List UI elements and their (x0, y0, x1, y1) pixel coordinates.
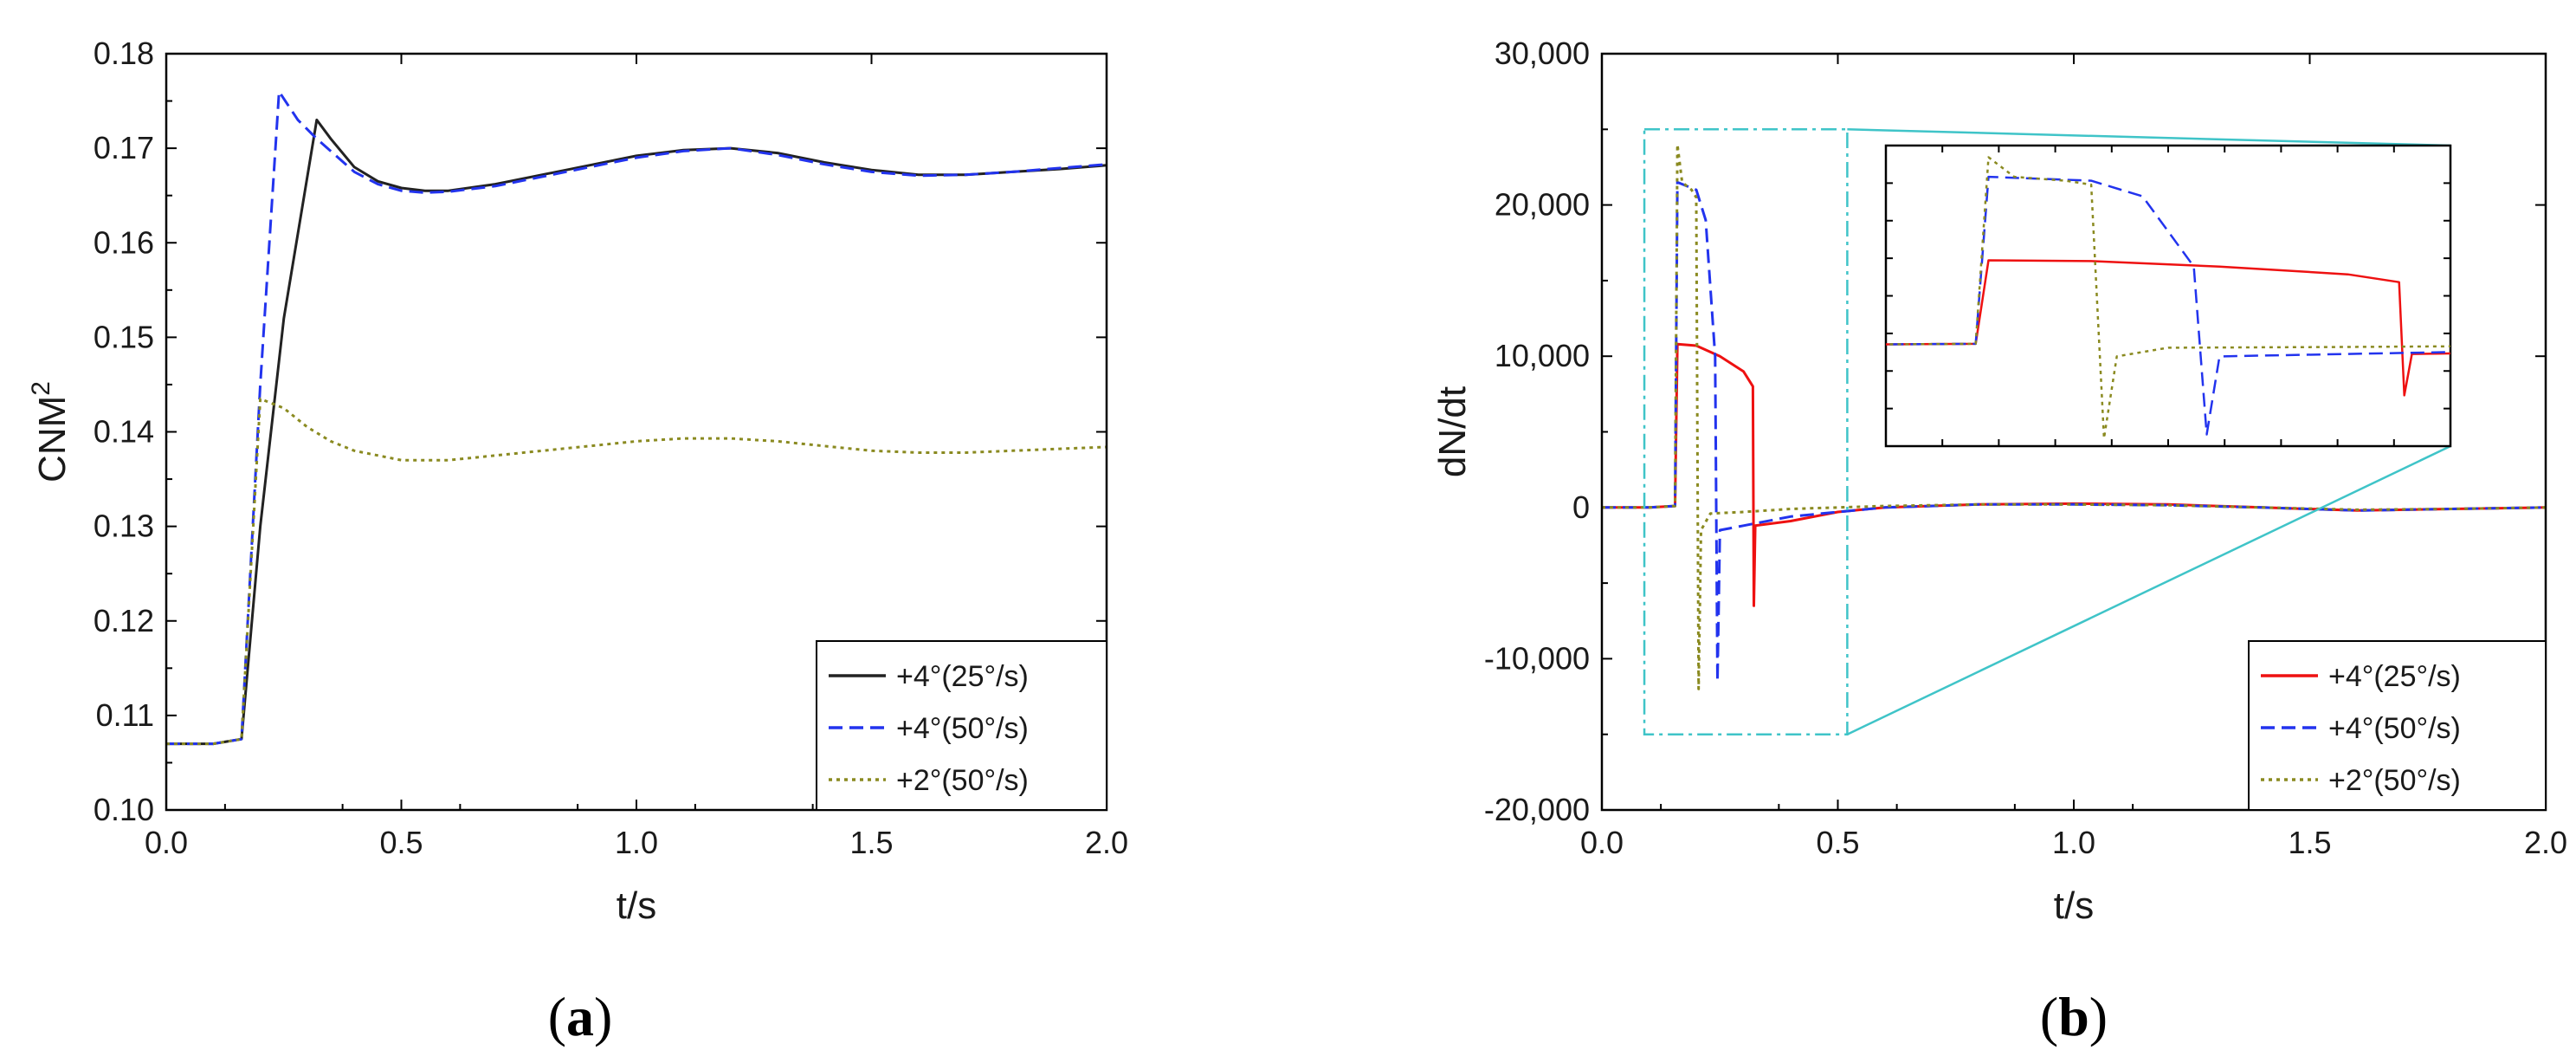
panel-label: (b) (2040, 986, 2108, 1047)
y-tick-label: 10,000 (1495, 338, 1590, 373)
y-tick-label: 0 (1572, 489, 1590, 525)
x-tick-label: 1.0 (2052, 825, 2095, 860)
x-tick-label: 0.5 (379, 825, 423, 860)
x-tick-label: 1.5 (2288, 825, 2331, 860)
y-tick-label: 0.11 (96, 697, 154, 733)
y-tick-label: 0.18 (94, 36, 154, 71)
panel-label-close: ) (594, 986, 612, 1047)
y-tick-label: 0.12 (94, 603, 154, 638)
x-tick-label: 2.0 (1085, 825, 1128, 860)
panel-label-close: ) (2089, 986, 2108, 1047)
series-group (166, 90, 1107, 746)
series-group (1602, 143, 2546, 690)
inset-series-line-2 (1886, 175, 2450, 436)
panel-label: (a) (548, 986, 613, 1047)
y-tick-label: 30,000 (1495, 36, 1590, 71)
x-tick-label: 0.5 (1816, 825, 1859, 860)
panel-label-open: ( (548, 986, 566, 1047)
inset-plot (1884, 144, 2452, 448)
legend-label-3: +2°(50°/s) (896, 764, 1029, 797)
zoom-region-box (1643, 128, 1849, 735)
y-axis-label: dN/dt (1431, 386, 1474, 477)
y-axis-label: CNM2 (27, 381, 74, 483)
legend-label-2: +4°(50°/s) (2328, 712, 2461, 745)
inset-series-group (1886, 156, 2450, 440)
y-tick-label: 0.13 (94, 509, 154, 544)
x-tick-label: 1.0 (615, 825, 658, 860)
y-tick-label: 20,000 (1495, 187, 1590, 223)
legend: +4°(25°/s) +4°(50°/s) +2°(50°/s) (816, 640, 1107, 811)
x-tick-label: 0.0 (1580, 825, 1624, 860)
chart-panel-b: 0.0 0.5 1.0 1.5 2.0 -20,000 -10,000 0 10,000 20,0… (1431, 36, 2567, 1047)
inset-frame (1884, 144, 2452, 448)
series-line-2 (166, 90, 1107, 746)
y-tick-label: -20,000 (1484, 792, 1590, 827)
x-axis-label: t/s (2054, 884, 2094, 927)
y-tick-label: -10,000 (1484, 640, 1590, 676)
y-axis-label-text: dN/dt (1431, 386, 1474, 477)
panel-label-letter: a (566, 986, 594, 1047)
inset-series-line-1 (1886, 259, 2450, 397)
zoom-connector-top (1847, 128, 2451, 147)
x-tick-label: 1.5 (849, 825, 893, 860)
y-axis-label-superscript: 2 (27, 381, 55, 396)
x-axis-label: t/s (617, 884, 656, 927)
series-line-3 (166, 397, 1107, 746)
inset-series-line-3 (1886, 156, 2450, 440)
series-line-3 (1602, 143, 2546, 690)
legend-box (816, 640, 1107, 811)
panel-label-open: ( (2040, 986, 2058, 1047)
axes-frame (165, 52, 1108, 812)
legend-label-1: +4°(25°/s) (896, 660, 1029, 693)
y-tick-label: 0.14 (94, 414, 154, 450)
legend: +4°(25°/s) +4°(50°/s) +2°(50°/s) (2248, 640, 2547, 811)
x-tick-label: 0.0 (145, 825, 188, 860)
legend-box (2248, 640, 2547, 811)
chart-panel-a: 0.0 0.5 1.0 1.5 2.0 0.10 0.11 0.12 0.13 0.14 0.15 0… (27, 36, 1128, 1047)
legend-label-2: +4°(50°/s) (896, 712, 1029, 745)
y-tick-label: 0.10 (94, 792, 154, 827)
panel-label-letter: b (2058, 986, 2089, 1047)
y-axis-label-text: CNM (31, 396, 74, 483)
y-tick-label: 0.15 (94, 319, 154, 354)
axes-frame (1600, 52, 2547, 812)
y-tick-label: 0.17 (94, 130, 154, 165)
zoom-connector-bottom (1846, 444, 2451, 735)
y-tick-label: 0.16 (94, 224, 154, 260)
x-tick-label: 2.0 (2524, 825, 2567, 860)
legend-label-1: +4°(25°/s) (2328, 660, 2461, 693)
legend-label-3: +2°(50°/s) (2328, 764, 2461, 797)
